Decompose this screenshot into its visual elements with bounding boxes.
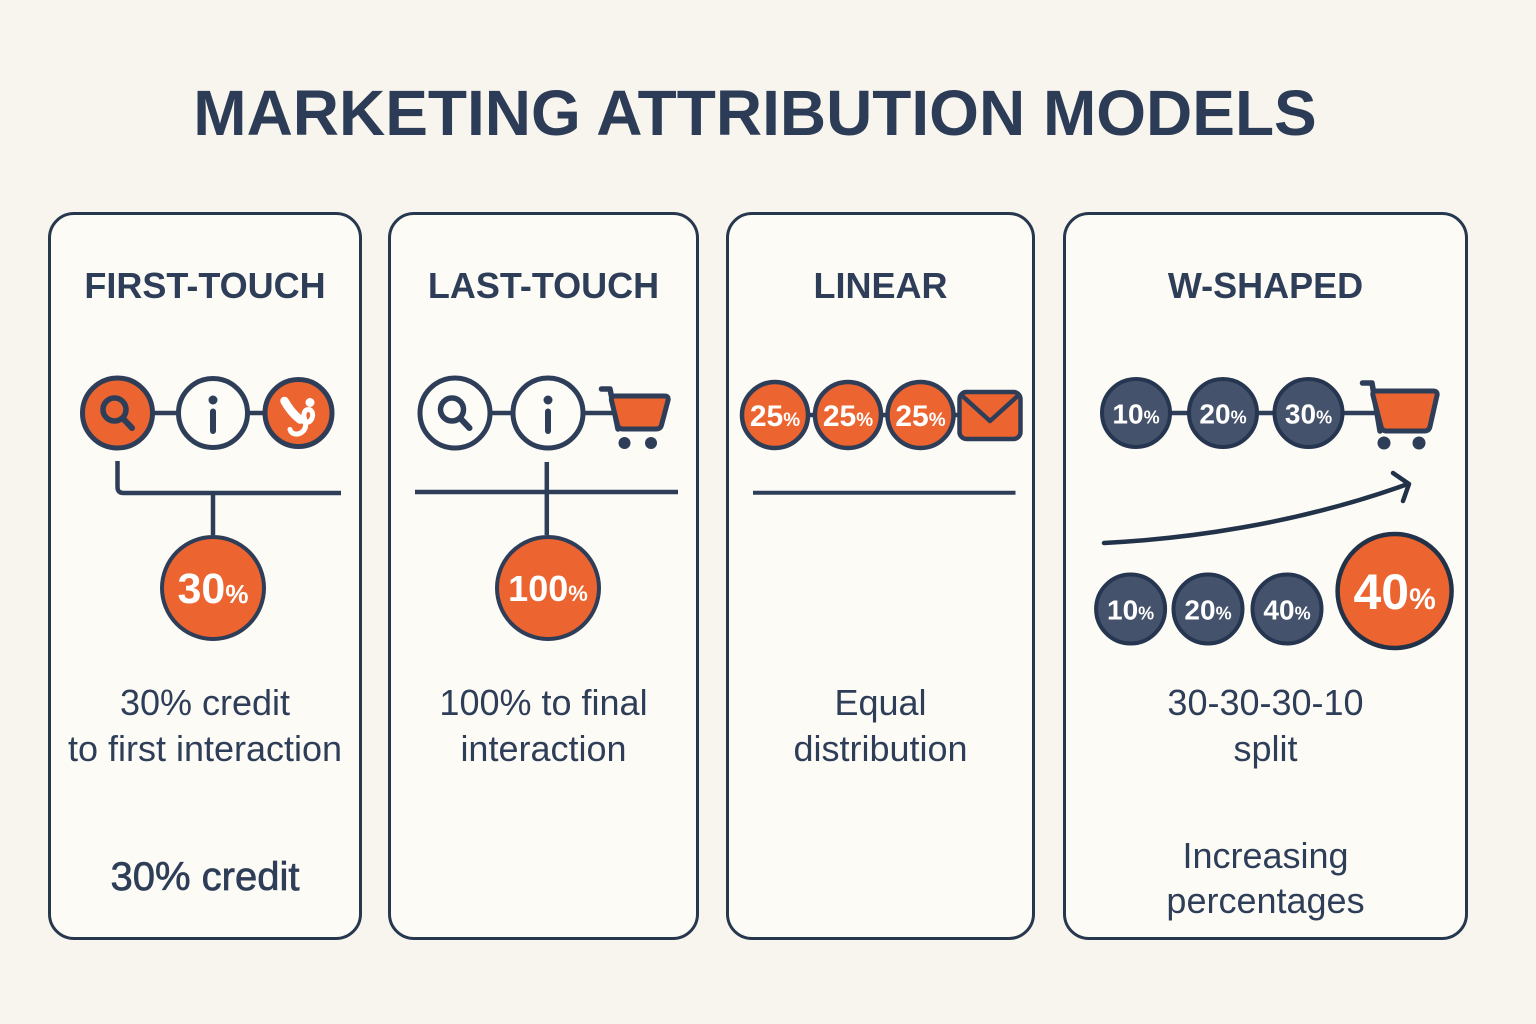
cart-icon — [1359, 380, 1440, 450]
credit-badge: 40% — [1335, 531, 1454, 651]
first-touch-caption: 30% credit to first interaction — [51, 680, 359, 772]
search-icon — [417, 375, 493, 451]
badge-value: 25 — [895, 400, 928, 433]
credit-badge-label: 30% — [178, 565, 249, 613]
step-badge-label: 10% — [1107, 595, 1154, 626]
credit-badge: 100% — [495, 535, 601, 641]
w-shaped-caption: 30-30-30-10 split — [1066, 680, 1465, 772]
card-linear: LINEAR 25% 25% 25% — [726, 212, 1035, 940]
card-first-touch-title: FIRST-TOUCH — [84, 265, 326, 306]
badge-value: 25 — [823, 400, 856, 433]
step-badge: 20% — [1171, 572, 1245, 646]
caption-line: Increasing — [1182, 835, 1349, 876]
caption-line: interaction — [460, 728, 627, 769]
badge-unit: % — [1216, 604, 1232, 624]
step-badge: 10% — [1100, 377, 1172, 449]
step-badge-label: 40% — [1263, 595, 1310, 626]
card-w-shaped-title: W-SHAPED — [1167, 265, 1364, 306]
arrow-up-right-icon — [1101, 470, 1412, 546]
credit-badge: 30% — [160, 535, 266, 641]
badge-unit: % — [783, 410, 800, 431]
step-badge: 25% — [739, 379, 811, 451]
linear-caption: Equal distribution — [729, 680, 1032, 772]
signature-icon — [262, 377, 335, 449]
card-last-touch: LAST-TOUCH — [388, 212, 699, 940]
badge-unit: % — [1295, 604, 1311, 624]
step-badge: 30% — [1272, 377, 1345, 449]
step-badge-label: 20% — [1184, 595, 1231, 626]
badge-unit: % — [1409, 583, 1436, 616]
step-badge: 25% — [885, 379, 956, 451]
badge-unit: % — [1231, 408, 1247, 428]
info-icon — [176, 376, 250, 450]
caption-line: to first interaction — [67, 728, 343, 769]
badge-unit: % — [1316, 408, 1332, 428]
w-shaped-diagram: 10% 20% 30% — [1094, 377, 1454, 651]
step-badge-label: 30% — [1285, 399, 1332, 430]
step-badge: 20% — [1187, 377, 1259, 449]
badge-value: 20 — [1184, 595, 1215, 626]
credit-badge-label: 100% — [508, 568, 588, 609]
step-badge: 10% — [1094, 572, 1168, 646]
last-touch-diagram: 100% — [415, 375, 678, 641]
envelope-icon — [957, 389, 1023, 442]
step-badge: 25% — [812, 379, 884, 451]
caption-line: Equal — [834, 682, 927, 723]
page-title: MARKETING ATTRIBUTION MODELS — [193, 77, 1317, 149]
caption-line: percentages — [1166, 880, 1365, 921]
first-touch-diagram: 30% — [80, 375, 341, 641]
search-icon — [80, 375, 155, 451]
last-touch-caption: 100% to final interaction — [391, 680, 696, 772]
step-badge-label: 10% — [1112, 399, 1159, 430]
caption-line: distribution — [793, 728, 968, 769]
first-touch-footer: 30% credit — [110, 855, 300, 900]
badge-unit: % — [1138, 604, 1154, 624]
badge-value: 30 — [1285, 399, 1316, 430]
badge-value: 10 — [1107, 595, 1138, 626]
badge-value: 100 — [508, 568, 568, 609]
credit-badge-label: 40% — [1353, 564, 1435, 620]
badge-unit: % — [225, 579, 248, 609]
info-icon — [510, 375, 586, 451]
badge-unit: % — [568, 581, 588, 606]
w-shaped-caption2: Increasing percentages — [1066, 833, 1465, 923]
bracket-line — [115, 461, 341, 496]
caption-line: 30% credit — [119, 682, 291, 723]
card-first-touch: FIRST-TOUCH — [48, 212, 362, 940]
step-badge-label: 20% — [1199, 399, 1246, 430]
caption-line: 30-30-30-10 — [1167, 682, 1364, 723]
card-last-touch-title: LAST-TOUCH — [427, 265, 660, 306]
step-badge-label: 25% — [823, 400, 873, 433]
step-badge-label: 25% — [750, 400, 800, 433]
badge-unit: % — [856, 410, 873, 431]
linear-diagram: 25% 25% 25% — [739, 379, 1023, 495]
badge-value: 40 — [1263, 595, 1294, 626]
badge-unit: % — [929, 410, 946, 431]
badge-value: 40 — [1353, 564, 1409, 620]
caption-line: split — [1233, 728, 1298, 769]
caption-line: 100% to final — [439, 682, 648, 723]
badge-value: 30 — [178, 565, 226, 613]
badge-value: 20 — [1199, 399, 1230, 430]
badge-unit: % — [1144, 408, 1160, 428]
badge-value: 25 — [750, 400, 783, 433]
badge-value: 10 — [1112, 399, 1143, 430]
card-linear-title: LINEAR — [813, 265, 948, 306]
card-w-shaped: W-SHAPED 10% 20% 30% — [1063, 212, 1468, 940]
step-badge: 40% — [1250, 572, 1324, 646]
step-badge-label: 25% — [895, 400, 945, 433]
cart-icon — [598, 386, 671, 449]
